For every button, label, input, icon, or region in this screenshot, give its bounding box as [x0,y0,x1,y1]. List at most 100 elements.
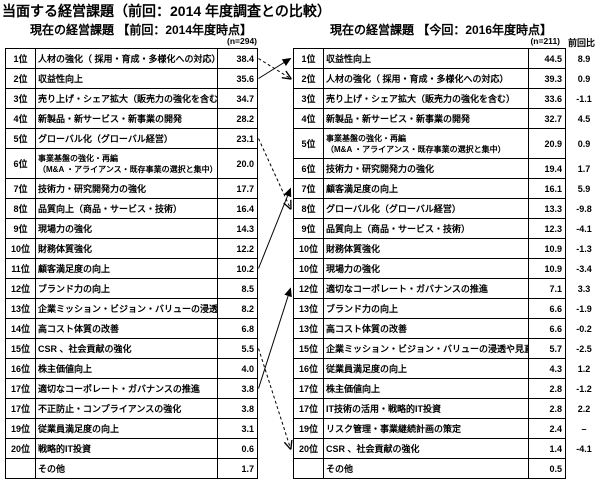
percentage-cell: 34.7 [217,88,258,109]
issue-label-cell: 新製品・新サービス・新事業の開発 [323,108,529,129]
issue-label-cell: 技術力・研究開発力の強化 [35,178,218,199]
rank-cell: 10位 [5,238,36,259]
issue-label-cell: 顧客満足度の向上 [323,178,529,199]
rank-cell: 13位 [5,298,36,319]
percentage-cell: 10.9 [528,258,566,279]
rank-cell: 3位 [5,88,36,109]
issue-label-cell: グローバル化（グローバル経営） [323,198,529,219]
rank-cell: 2位 [5,68,36,89]
percentage-cell: 39.3 [528,68,566,89]
percentage-cell: 10.2 [217,258,258,279]
issue-label-cell: 財務体質強化 [323,238,529,259]
diff-vs-previous-cell: 8.9 [565,48,600,69]
percentage-cell: 2.4 [528,418,566,439]
diff-vs-previous-cell: -0.2 [565,318,600,339]
rank-cell: 9位 [5,218,36,239]
issue-label-cell: 人材の強化（ 採用・育成・多様化への対応） [35,48,218,69]
table-row: 13位 高コスト体質の改善 6.6 -0.2 [293,318,600,339]
percentage-cell: 28.2 [217,108,258,129]
diff-vs-previous-cell: – [565,418,600,439]
percentage-cell: 10.9 [528,238,566,259]
table-row: 19位 従業員満足度の向上 3.1 [5,418,258,439]
current-survey-sample-size: (n=211) [530,36,560,46]
issue-label-cell: 高コスト体質の改善 [35,318,218,339]
table-row: 4位 新製品・新サービス・新事業の開発 32.7 4.5 [293,108,600,129]
percentage-cell: 7.1 [528,278,566,299]
issue-label-cell: リスク管理・事業継続計画の策定 [323,418,529,439]
rank-cell: 15位 [293,338,324,359]
table-row: その他 1.7 [5,458,258,479]
percentage-cell: 4.0 [217,358,258,379]
issue-label-cell: 売り上げ・シェア拡大（販売力の強化を含む） [35,88,218,109]
table-row: 9位 品質向上（商品・サービス・技術） 12.3 -4.1 [293,218,600,239]
diff-vs-previous-cell: 5.9 [565,178,600,199]
percentage-cell: 23.1 [217,128,258,149]
diff-vs-previous-cell: 0.9 [565,68,600,89]
percentage-cell: 14.3 [217,218,258,239]
rank-cell: 19位 [5,418,36,439]
table-row: 16位 従業員満足度の向上 4.3 1.2 [293,358,600,379]
rank-cell: 13位 [293,298,324,319]
rank-cell: 16位 [5,358,36,379]
rank-cell: 4位 [5,108,36,129]
issue-label-cell: 従業員満足度の向上 [323,358,529,379]
rank-cell: 10位 [293,238,324,259]
issue-label-cell: 高コスト体質の改善 [323,318,529,339]
rank-cell: 12位 [293,278,324,299]
previous-survey-table-body: 1位 人材の強化（ 採用・育成・多様化への対応） 38.4 2位 収益性向上 35.6 3位… [5,48,258,479]
table-row: 16位 株主価値向上 4.0 [5,358,258,379]
table-row: 1位 人材の強化（ 採用・育成・多様化への対応） 38.4 [5,48,258,69]
rank-cell: 2位 [293,68,324,89]
percentage-cell: 2.8 [528,378,566,399]
table-row: 5位 事業基盤の強化・再編 （M&A ・アライアンス・既存事業の選択と集中） 20.9… [293,128,600,159]
current-survey-table-title: 現在の経営課題 【今回：2016年度時点】 [330,23,553,37]
table-row: 12位 適切なコーポレート・ガバナンスの推進 7.1 3.3 [293,278,600,299]
rank-cell: 17位 [5,398,36,419]
rank-change-arrow-solid [258,187,292,269]
table-row: 15位 CSR 、社会貢献の強化 5.5 [5,338,258,359]
table-row: 5位 グローバル化（グローバル経営） 23.1 [5,128,258,149]
table-row: 8位 品質向上（商品・サービス・技術） 16.4 [5,198,258,219]
diff-vs-previous-cell: -4.1 [565,438,600,459]
issue-label-cell: 現場力の強化 [323,258,529,279]
rank-cell: 4位 [293,108,324,129]
table-row: 11位 顧客満足度の向上 10.2 [5,258,258,279]
percentage-cell: 2.8 [528,398,566,419]
issue-label-cell: グローバル化（グローバル経営） [35,128,218,149]
rank-cell: 1位 [293,48,324,69]
table-row: 20位 戦略的IT投資 0.6 [5,438,258,459]
percentage-cell: 6.6 [528,318,566,339]
rank-cell: 3位 [293,88,324,109]
diff-vs-previous-cell: 1.2 [565,358,600,379]
rank-change-arrow-dashed [258,138,291,209]
percentage-cell: 3.8 [217,398,258,419]
table-row: 9位 現場力の強化 14.3 [5,218,258,239]
rank-cell: 6位 [5,148,36,179]
percentage-cell: 20.9 [528,128,566,159]
rank-cell: 14位 [5,318,36,339]
issue-label-cell: 戦略的IT投資 [35,438,218,459]
percentage-cell: 0.5 [528,458,566,479]
rank-change-arrow-dashed [258,348,291,449]
issue-label-cell: ブランド力の向上 [35,278,218,299]
diff-vs-previous-cell: 4.5 [565,108,600,129]
percentage-cell: 12.3 [528,218,566,239]
rank-cell: 12位 [5,278,36,299]
issue-label-cell: 企業ミッション・ビジョン・バリューの浸透や見直し [323,338,529,359]
rank-cell: 17位 [5,378,36,399]
percentage-cell: 35.6 [217,68,258,89]
percentage-cell: 32.7 [528,108,566,129]
diff-vs-previous-cell: -9.8 [565,198,600,219]
table-row: 10位 現場力の強化 10.9 -3.4 [293,258,600,279]
percentage-cell: 33.6 [528,88,566,109]
rank-cell: 1位 [5,48,36,69]
table-row: 2位 人材の強化（ 採用・育成・多様化への対応） 39.3 0.9 [293,68,600,89]
previous-survey-sample-size: (n=294) [227,36,257,46]
rank-cell [5,458,36,479]
issue-label-cell: 新製品・新サービス・新事業の開発 [35,108,218,129]
rank-cell: 9位 [293,218,324,239]
issue-label-cell: 事業基盤の強化・再編 （M&A ・アライアンス・既存事業の選択と集中） [323,128,529,159]
percentage-cell: 12.2 [217,238,258,259]
table-row: 8位 グローバル化（グローバル経営） 13.3 -9.8 [293,198,600,219]
